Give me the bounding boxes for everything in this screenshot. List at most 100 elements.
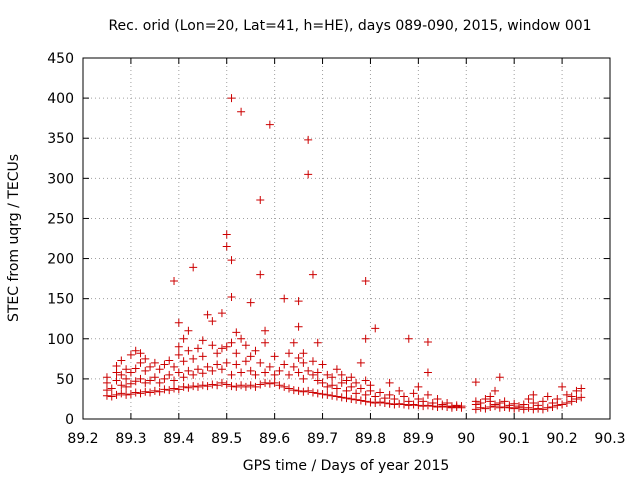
data-point	[481, 394, 490, 403]
data-point	[122, 365, 131, 374]
data-point	[337, 393, 346, 402]
data-point	[198, 381, 207, 390]
data-point	[222, 342, 231, 351]
data-point	[500, 397, 509, 406]
data-point	[347, 394, 356, 403]
data-point	[217, 378, 226, 387]
data-point	[313, 376, 322, 385]
data-point	[213, 381, 222, 390]
data-point	[385, 390, 394, 399]
data-point	[471, 397, 480, 406]
data-points	[102, 94, 586, 414]
data-point	[481, 404, 490, 413]
data-point	[285, 370, 294, 379]
data-point	[491, 386, 500, 395]
data-point	[265, 379, 274, 388]
data-point	[126, 390, 135, 399]
data-point	[313, 368, 322, 377]
data-point	[227, 338, 236, 347]
data-point	[193, 344, 202, 353]
data-point	[294, 354, 303, 363]
data-point	[294, 322, 303, 331]
data-point	[174, 318, 183, 327]
data-point	[332, 384, 341, 393]
y-axis-ticks: 0 50 100 150 200 250 300 350 400 450	[47, 51, 610, 428]
data-point	[126, 350, 135, 359]
data-point	[198, 369, 207, 378]
data-point	[275, 381, 284, 390]
data-point	[174, 385, 183, 394]
data-point	[136, 389, 145, 398]
data-point	[237, 381, 246, 390]
data-point	[208, 380, 217, 389]
data-point	[189, 263, 198, 272]
data-point	[227, 382, 236, 391]
data-point	[313, 338, 322, 347]
data-point	[308, 270, 317, 279]
data-point	[361, 390, 370, 399]
data-point	[261, 368, 270, 377]
data-point	[385, 378, 394, 387]
grid	[83, 58, 610, 419]
data-point	[294, 297, 303, 306]
data-point	[217, 309, 226, 318]
data-point	[107, 384, 116, 393]
y-tick-label: 450	[47, 51, 74, 67]
data-point	[241, 382, 250, 391]
data-point	[222, 242, 231, 251]
data-point	[280, 360, 289, 369]
x-tick-label: 89.4	[163, 431, 194, 447]
data-point	[399, 392, 408, 401]
x-tick-label: 89.2	[67, 431, 98, 447]
data-point	[289, 338, 298, 347]
data-point	[308, 357, 317, 366]
data-point	[275, 366, 284, 375]
data-point	[304, 135, 313, 144]
data-point	[457, 402, 466, 411]
data-point	[208, 317, 217, 326]
data-point	[313, 389, 322, 398]
data-point	[179, 357, 188, 366]
data-point	[160, 374, 169, 383]
data-point	[232, 382, 241, 391]
data-point	[414, 382, 423, 391]
data-point	[361, 376, 370, 385]
data-point	[131, 364, 140, 373]
data-point	[246, 366, 255, 375]
data-point	[122, 374, 131, 383]
data-point	[122, 390, 131, 399]
data-point	[136, 358, 145, 367]
data-point	[285, 384, 294, 393]
data-point	[347, 373, 356, 382]
data-point	[285, 349, 294, 358]
chart-title: Rec. orid (Lon=20, Lat=41, h=HE), days 0…	[108, 18, 591, 34]
data-point	[251, 370, 260, 379]
data-point	[304, 170, 313, 179]
data-point	[246, 381, 255, 390]
data-point	[308, 370, 317, 379]
data-point	[256, 195, 265, 204]
data-point	[203, 382, 212, 391]
data-point	[126, 368, 135, 377]
data-point	[213, 349, 222, 358]
y-tick-label: 100	[47, 332, 74, 348]
data-point	[150, 386, 159, 395]
data-point	[165, 370, 174, 379]
data-point	[395, 386, 404, 395]
x-tick-label: 89.7	[307, 431, 338, 447]
data-point	[548, 398, 557, 407]
data-point	[261, 378, 270, 387]
data-point	[179, 373, 188, 382]
data-point	[217, 365, 226, 374]
data-point	[404, 334, 413, 343]
data-point	[117, 389, 126, 398]
data-point	[452, 401, 461, 410]
data-point	[414, 394, 423, 403]
y-axis-label: STEC from uqrg / TECUs	[6, 154, 22, 322]
data-point	[428, 398, 437, 407]
x-tick-label: 89.6	[259, 431, 290, 447]
data-point	[572, 386, 581, 395]
x-tick-label: 90	[457, 431, 475, 447]
data-point	[356, 358, 365, 367]
data-point	[361, 277, 370, 286]
